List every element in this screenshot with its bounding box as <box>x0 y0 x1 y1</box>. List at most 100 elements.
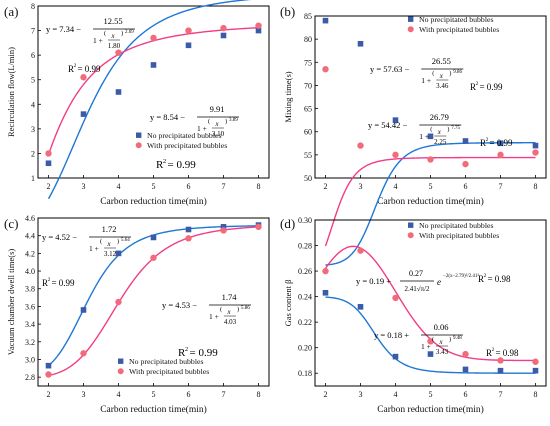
equation-lead: y = 7.34 − <box>46 24 81 34</box>
r-squared-r: R <box>478 274 484 284</box>
r-squared-r: R <box>156 159 164 171</box>
x-tick-label: 7 <box>222 390 226 399</box>
y-tick-label: 7 <box>31 27 35 36</box>
r-squared-exp: 2 <box>163 158 166 165</box>
data-point-circle <box>115 298 122 306</box>
data-point-circle <box>462 350 469 358</box>
data-point-circle <box>392 294 399 302</box>
equation-constant: 4.03 <box>224 318 237 326</box>
equation-one-plus: 1 + <box>197 124 207 133</box>
equation-numerator: 12.55 <box>103 16 122 26</box>
data-point-circle <box>220 227 227 234</box>
data-point-circle <box>497 357 504 364</box>
panel-0: (a) 2 3 4 5 6 7 8 1 2 3 4 5 6 7 8 Carbon reduction time(… <box>4 0 270 207</box>
r-squared-r: R <box>42 278 48 288</box>
equation-one-plus: 1 + <box>421 76 431 85</box>
equation-x: x <box>438 338 443 346</box>
y-tick-label: 85 <box>304 12 312 21</box>
legend-label: No precipitated bubbles <box>419 221 493 230</box>
legend-marker-square <box>118 358 124 364</box>
data-point-circle <box>185 27 192 34</box>
y-tick-label: 50 <box>304 174 312 183</box>
equation-one-plus: 1 + <box>419 132 429 141</box>
y-tick-label: 70 <box>304 81 312 90</box>
equation-exponent: 7.75 <box>451 126 460 131</box>
data-point-square <box>220 32 227 39</box>
legend-label: With precipitated bubbles <box>419 25 499 34</box>
equation-denominator: 2.41√π/2 <box>404 285 430 293</box>
y-tick-label: 2 <box>31 149 35 158</box>
data-point-circle <box>185 235 192 242</box>
equation-numerator: 26.55 <box>432 56 451 66</box>
equation-lead: y = 4.52 − <box>42 232 77 242</box>
equation-paren-left: ( <box>220 306 222 313</box>
equation-exponent: 5.86 <box>241 306 250 311</box>
panel-1: (b) 2 3 4 5 6 7 8 50 55 60 65 70 75 80 85 Carbon reducti… <box>280 4 547 266</box>
equation-constant: 2.25 <box>434 138 447 146</box>
data-point-circle <box>427 156 434 163</box>
x-tick-label: 5 <box>429 390 433 399</box>
data-point-square <box>220 224 227 230</box>
equation-one-plus: 1 + <box>93 36 103 45</box>
data-point-circle <box>497 151 504 159</box>
data-point-circle <box>150 34 157 42</box>
y-tick-label: 0.18 <box>298 369 312 378</box>
equation-paren-left: ( <box>432 70 434 77</box>
x-tick-label: 4 <box>117 182 121 191</box>
r-squared-r: R <box>480 138 486 148</box>
data-point-circle <box>532 358 539 365</box>
data-point-square <box>497 140 504 147</box>
data-point-circle <box>80 350 87 357</box>
data-point-circle <box>462 160 469 168</box>
panel-2: (c) 2 3 4 5 6 7 8 2.8 3.0 3.2 3.4 3.6 3.8 4.0 4.2 4.4 4.6… <box>4 214 270 415</box>
legend-label: With precipitated bubbles <box>147 141 227 150</box>
y-tick-label: 0.20 <box>298 344 312 353</box>
equation-paren-left: ( <box>432 336 434 343</box>
legend-marker-circle <box>407 232 414 239</box>
legend-marker-square <box>408 16 414 22</box>
data-point-circle <box>45 150 52 157</box>
legend-marker-square <box>136 132 142 138</box>
equation-lead: y = 8.54 − <box>150 112 185 122</box>
x-tick-label: 4 <box>394 390 398 399</box>
equation-lead: y = 4.53 − <box>162 300 197 310</box>
x-tick-label: 6 <box>464 390 468 399</box>
r-squared-r: R <box>486 348 492 358</box>
equation-x: x <box>437 128 442 136</box>
equation-paren-right: ) <box>117 238 119 245</box>
data-point-square <box>357 304 364 310</box>
x-tick-label: 3 <box>82 182 86 191</box>
r-squared-value: = 0.98 <box>487 274 511 284</box>
y-tick-label: 3 <box>31 125 35 134</box>
fit-curve-blue <box>47 0 252 200</box>
data-point-square <box>462 138 469 144</box>
data-point-square <box>115 250 122 257</box>
r-squared-r: R <box>470 82 476 92</box>
y-tick-label: 1 <box>31 174 35 183</box>
data-point-square <box>115 89 122 95</box>
data-point-circle <box>220 24 227 32</box>
equation-x: x <box>214 120 219 128</box>
x-axis-title: Carbon reduction time(min) <box>377 404 484 415</box>
equation-paren-left: ( <box>104 30 106 37</box>
x-axis-title: Carbon reduction time(min) <box>377 196 484 207</box>
data-point-circle <box>150 254 157 261</box>
plot-frame <box>314 15 547 179</box>
r-squared-exp: 2 <box>492 347 495 353</box>
x-tick-label: 8 <box>257 182 261 191</box>
equation-paren-right: ) <box>449 70 451 77</box>
data-point-square <box>45 160 52 167</box>
equation-paren-left: ( <box>100 238 102 245</box>
data-point-square <box>427 133 434 140</box>
x-tick-label: 3 <box>359 390 363 399</box>
data-point-square <box>45 362 52 369</box>
y-tick-label: 3.8 <box>25 285 35 294</box>
y-tick-label: 4.2 <box>25 249 35 258</box>
x-tick-label: 8 <box>257 390 261 399</box>
legend-label: No precipitated bubbles <box>147 131 221 140</box>
data-point-square <box>427 351 434 357</box>
y-axis-title: Vacuum chamber dwell time(s) <box>6 249 16 356</box>
equation-x: x <box>110 32 115 40</box>
y-axis-title: Mixing time(s) <box>283 71 293 122</box>
